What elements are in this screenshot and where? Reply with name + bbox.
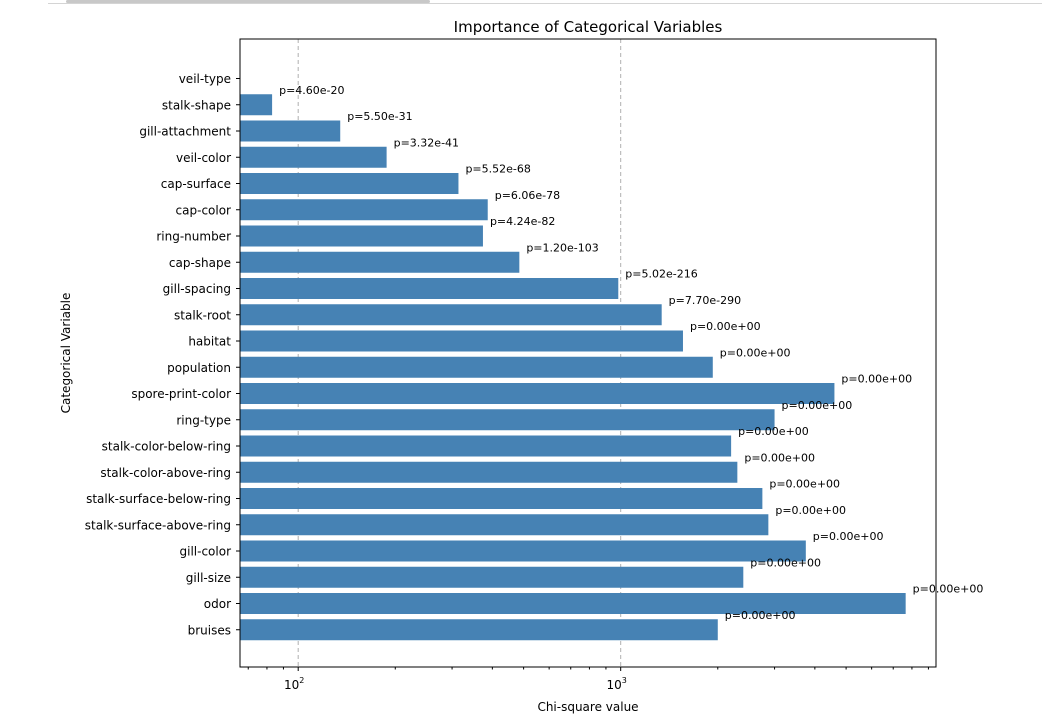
p-value-label: p=0.00e+00 [813, 530, 884, 543]
bar-veil-color [240, 146, 387, 168]
y-tick-label: stalk-surface-below-ring [86, 492, 231, 506]
p-value-label: p=4.60e-20 [279, 84, 344, 97]
x-axis-label: Chi-square value [537, 700, 638, 714]
p-value-label: p=0.00e+00 [841, 373, 912, 386]
y-tick-label: population [167, 361, 231, 375]
p-value-label: p=0.00e+00 [775, 504, 846, 517]
y-tick-label: ring-type [176, 413, 231, 427]
p-value-label: p=6.06e-78 [495, 189, 560, 202]
bar-gill-size [240, 566, 744, 588]
bar-cap-color [240, 199, 488, 221]
y-tick-label: stalk-color-above-ring [100, 466, 231, 480]
y-tick-label: spore-print-color [131, 387, 231, 401]
bar-population [240, 356, 713, 378]
bar-odor [240, 593, 906, 614]
bar-ring-type [240, 409, 775, 431]
y-tick-label: gill-color [180, 545, 232, 559]
y-tick-label: ring-number [156, 230, 231, 244]
p-value-label: p=5.50e-31 [347, 110, 412, 123]
bar-cap-shape [240, 251, 520, 273]
plot-frame [239, 38, 937, 668]
y-tick-label: cap-surface [161, 177, 231, 191]
bar-ring-number [240, 225, 483, 247]
bar-habitat [240, 330, 683, 352]
bar-gill-attachment [240, 120, 341, 142]
chart-title: Importance of Categorical Variables [454, 18, 723, 36]
p-value-label: p=5.02e-216 [625, 268, 697, 281]
bar-gill-spacing [240, 278, 619, 299]
y-tick-label: cap-shape [169, 256, 231, 270]
y-tick-label: stalk-shape [162, 98, 231, 112]
p-value-label: p=0.00e+00 [738, 425, 809, 438]
bar-bruises [240, 619, 718, 641]
bar-stalk-root [240, 304, 662, 326]
y-tick-label: veil-type [179, 72, 231, 86]
bar-stalk-color-below-ring [240, 435, 732, 457]
horizontal-scrollbar[interactable] [66, 0, 430, 3]
p-value-label: p=0.00e+00 [913, 583, 984, 596]
p-value-label: p=0.00e+00 [690, 320, 761, 333]
bars-layer [240, 94, 906, 641]
p-value-label: p=0.00e+00 [750, 556, 821, 569]
bar-gill-color [240, 540, 806, 562]
bar-stalk-surface-below-ring [240, 488, 763, 509]
y-tick-label: cap-color [176, 203, 232, 217]
p-value-label: p=0.00e+00 [744, 451, 815, 464]
y-tick-label: stalk-color-below-ring [102, 440, 231, 454]
y-tick-label: stalk-surface-above-ring [85, 518, 231, 532]
p-value-label: p=0.00e+00 [720, 346, 791, 359]
p-value-label: p=7.70e-290 [669, 294, 741, 307]
y-tick-label: veil-color [176, 151, 231, 165]
y-tick-label: gill-size [186, 571, 231, 585]
p-value-label: p=0.00e+00 [769, 478, 840, 491]
x-tick-exponent: 2 [299, 676, 304, 685]
x-tick-label: 103 [607, 676, 627, 692]
y-tick-label: gill-spacing [163, 282, 231, 296]
bar-annotations: p=4.60e-20p=5.50e-31 p=3.32e-41 p=5.52e-68… [279, 84, 983, 622]
p-value-label: p=3.32e-41 [394, 136, 459, 149]
p-value-label: p=5.52e-68 [465, 163, 530, 176]
notebook-cell-divider [48, 0, 1042, 4]
y-ticks: veil-type stalk-shape gill-attachment veil-… [85, 72, 240, 637]
bar-spore-print-color [240, 383, 835, 404]
p-value-label: p=0.00e+00 [725, 609, 796, 622]
x-ticks: 102 103 [247, 667, 929, 692]
y-tick-label: odor [204, 597, 231, 611]
bar-stalk-color-above-ring [240, 461, 738, 483]
y-tick-label: habitat [188, 335, 231, 349]
x-tick-label: 102 [284, 676, 304, 692]
p-value-label: p=4.24e-82 [490, 215, 555, 228]
bar-cap-surface [240, 173, 459, 194]
y-tick-label: gill-attachment [139, 125, 231, 139]
x-tick-exponent: 3 [622, 676, 627, 685]
y-axis-label: Categorical Variable [59, 293, 73, 414]
p-value-label: p=1.20e-103 [526, 241, 598, 254]
y-tick-label: stalk-root [174, 308, 231, 322]
p-value-label: p=0.00e+00 [782, 399, 853, 412]
bar-stalk-surface-above-ring [240, 514, 769, 536]
bar-stalk-shape [240, 94, 273, 116]
y-tick-label: bruises [188, 623, 231, 637]
